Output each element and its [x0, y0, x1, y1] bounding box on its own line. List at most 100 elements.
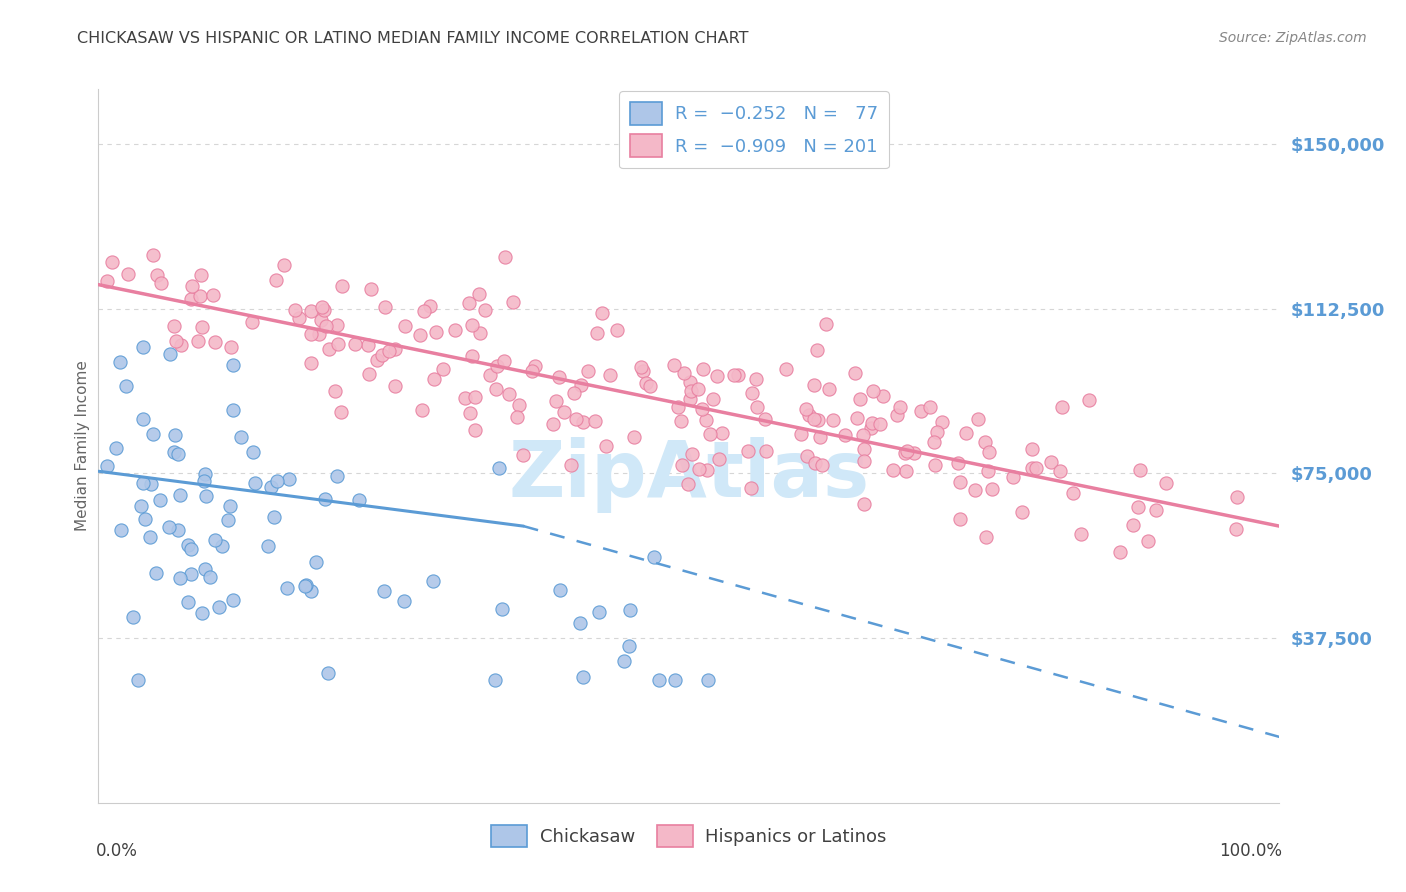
Point — [200, 570, 222, 584]
Point — [973, 434, 995, 449]
Point — [690, 402, 713, 417]
Point — [808, 430, 831, 444]
Point — [409, 328, 432, 343]
Point — [425, 326, 447, 340]
Point — [585, 326, 607, 340]
Point — [316, 665, 339, 680]
Point — [318, 342, 340, 356]
Point — [115, 379, 138, 393]
Point — [177, 595, 200, 609]
Point — [896, 443, 918, 458]
Point — [142, 248, 165, 262]
Point — [204, 533, 226, 548]
Point — [204, 334, 226, 349]
Point — [931, 415, 953, 429]
Point — [127, 673, 149, 687]
Point — [1049, 464, 1071, 478]
Point — [686, 382, 709, 396]
Point — [464, 390, 486, 404]
Point — [965, 483, 987, 497]
Point — [492, 354, 515, 368]
Point — [129, 500, 152, 514]
Point — [666, 400, 689, 414]
Point — [872, 389, 894, 403]
Point — [180, 567, 202, 582]
Point — [314, 491, 336, 506]
Point — [699, 426, 721, 441]
Text: Source: ZipAtlas.com: Source: ZipAtlas.com — [1219, 31, 1367, 45]
Point — [638, 379, 661, 393]
Point — [744, 372, 766, 386]
Point — [180, 292, 202, 306]
Point — [859, 420, 882, 434]
Point — [613, 654, 636, 668]
Point — [231, 430, 253, 444]
Point — [384, 379, 406, 393]
Point — [977, 464, 1000, 478]
Point — [190, 320, 212, 334]
Point — [468, 286, 491, 301]
Point — [852, 442, 875, 456]
Point — [1039, 455, 1062, 469]
Point — [266, 475, 288, 489]
Point — [299, 584, 322, 599]
Point — [134, 512, 156, 526]
Point — [966, 412, 988, 426]
Point — [422, 574, 444, 588]
Point — [122, 609, 145, 624]
Point — [737, 444, 759, 458]
Point — [366, 353, 388, 368]
Point — [194, 489, 217, 503]
Point — [599, 368, 621, 382]
Point — [583, 414, 606, 428]
Point — [1021, 442, 1043, 456]
Point — [208, 599, 231, 614]
Point — [522, 364, 544, 378]
Point — [240, 315, 263, 329]
Point — [548, 583, 571, 598]
Point — [494, 250, 516, 264]
Point — [219, 500, 242, 514]
Point — [619, 639, 641, 653]
Point — [159, 347, 181, 361]
Text: CHICKASAW VS HISPANIC OR LATINO MEDIAN FAMILY INCOME CORRELATION CHART: CHICKASAW VS HISPANIC OR LATINO MEDIAN F… — [77, 31, 749, 46]
Point — [190, 268, 212, 283]
Text: ZipAtlas: ZipAtlas — [509, 436, 869, 513]
Point — [411, 403, 433, 417]
Point — [664, 673, 686, 687]
Point — [315, 318, 337, 333]
Point — [775, 361, 797, 376]
Point — [745, 400, 768, 414]
Point — [605, 323, 627, 337]
Y-axis label: Median Family Income: Median Family Income — [75, 360, 90, 532]
Point — [132, 340, 155, 354]
Point — [1136, 534, 1159, 549]
Point — [311, 300, 333, 314]
Point — [464, 423, 486, 437]
Point — [392, 594, 415, 608]
Point — [727, 368, 749, 382]
Point — [357, 338, 380, 352]
Point — [257, 539, 280, 553]
Point — [502, 294, 524, 309]
Point — [571, 670, 593, 684]
Point — [357, 367, 380, 381]
Point — [1156, 476, 1178, 491]
Point — [591, 306, 613, 320]
Point — [692, 362, 714, 376]
Point — [949, 512, 972, 526]
Point — [922, 435, 945, 450]
Point — [139, 530, 162, 544]
Point — [741, 386, 763, 401]
Point — [276, 581, 298, 595]
Point — [707, 452, 730, 467]
Point — [1021, 461, 1043, 475]
Point — [132, 476, 155, 491]
Point — [696, 463, 718, 477]
Point — [804, 456, 827, 470]
Point — [264, 273, 287, 287]
Point — [821, 413, 844, 427]
Point — [330, 278, 353, 293]
Point — [1025, 461, 1047, 475]
Point — [330, 405, 353, 419]
